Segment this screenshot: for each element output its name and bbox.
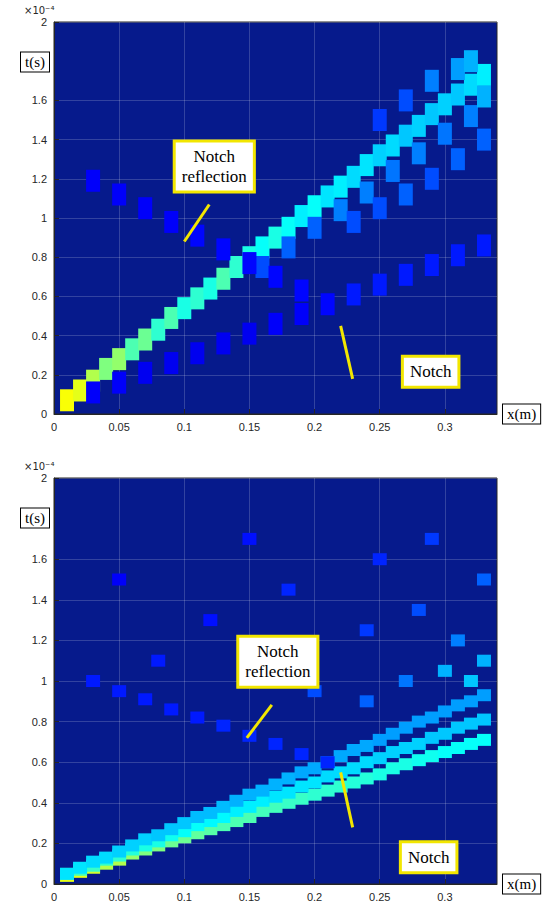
svg-text:0.05: 0.05 bbox=[108, 421, 129, 433]
svg-text:x(m): x(m) bbox=[507, 406, 536, 423]
svg-text:0.6: 0.6 bbox=[32, 290, 47, 302]
svg-text:0.2: 0.2 bbox=[307, 421, 322, 433]
svg-text:0.05: 0.05 bbox=[108, 891, 129, 903]
svg-text:1.4: 1.4 bbox=[32, 134, 47, 146]
svg-text:Notch: Notch bbox=[410, 362, 452, 381]
svg-text:0.1: 0.1 bbox=[177, 891, 192, 903]
svg-text:0.8: 0.8 bbox=[32, 716, 47, 728]
svg-text:reflection: reflection bbox=[245, 662, 311, 681]
svg-text:0.3: 0.3 bbox=[437, 891, 452, 903]
svg-text:Notch: Notch bbox=[257, 642, 299, 661]
svg-text:reflection: reflection bbox=[182, 167, 248, 186]
svg-text:0.2: 0.2 bbox=[32, 369, 47, 381]
svg-text:1.2: 1.2 bbox=[32, 634, 47, 646]
svg-text:t(s): t(s) bbox=[25, 54, 45, 71]
svg-text:×10⁻⁴: ×10⁻⁴ bbox=[24, 461, 54, 472]
svg-text:2: 2 bbox=[41, 16, 47, 28]
svg-text:1.6: 1.6 bbox=[32, 94, 47, 106]
svg-text:0: 0 bbox=[51, 891, 57, 903]
svg-text:0: 0 bbox=[51, 421, 57, 433]
svg-text:0.15: 0.15 bbox=[239, 421, 260, 433]
svg-text:0.15: 0.15 bbox=[239, 891, 260, 903]
svg-text:1.4: 1.4 bbox=[32, 594, 47, 606]
svg-text:Notch: Notch bbox=[194, 147, 236, 166]
svg-text:0: 0 bbox=[41, 408, 47, 420]
svg-text:0.6: 0.6 bbox=[32, 756, 47, 768]
svg-text:0.25: 0.25 bbox=[369, 421, 390, 433]
svg-text:Notch: Notch bbox=[408, 848, 450, 867]
svg-text:x(m): x(m) bbox=[507, 876, 536, 893]
svg-text:1: 1 bbox=[41, 675, 47, 687]
svg-text:1.6: 1.6 bbox=[32, 553, 47, 565]
svg-text:0.8: 0.8 bbox=[32, 251, 47, 263]
svg-text:0.3: 0.3 bbox=[437, 421, 452, 433]
svg-text:0.2: 0.2 bbox=[32, 837, 47, 849]
svg-text:1.2: 1.2 bbox=[32, 173, 47, 185]
svg-text:0.4: 0.4 bbox=[32, 330, 47, 342]
svg-text:t(s): t(s) bbox=[25, 510, 45, 527]
svg-text:2: 2 bbox=[41, 472, 47, 484]
svg-text:×10⁻⁴: ×10⁻⁴ bbox=[24, 5, 54, 16]
svg-text:0.2: 0.2 bbox=[307, 891, 322, 903]
svg-text:1: 1 bbox=[41, 212, 47, 224]
svg-text:0.25: 0.25 bbox=[369, 891, 390, 903]
svg-text:0.1: 0.1 bbox=[177, 421, 192, 433]
svg-text:0.4: 0.4 bbox=[32, 797, 47, 809]
svg-text:0: 0 bbox=[41, 878, 47, 890]
